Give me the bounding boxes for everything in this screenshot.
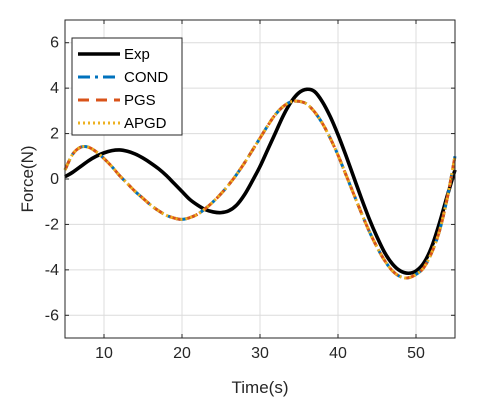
legend-label-cond: COND [124,69,168,86]
x-tick-label: 30 [251,345,269,362]
x-tick-label: 20 [173,345,191,362]
y-tick-label: 2 [50,126,59,143]
y-tick-label: 0 [50,171,59,188]
legend-label-apgd: APGD [124,115,167,132]
x-tick-label: 50 [407,345,425,362]
y-tick-label: -2 [45,216,59,233]
legend-label-pgs: PGS [124,92,156,109]
y-tick-label: 6 [50,35,59,52]
x-tick-label: 10 [95,345,113,362]
legend-label-exp: Exp [124,46,150,63]
x-axis-label: Time(s) [232,378,289,397]
y-tick-label: -4 [45,262,59,279]
x-tick-label: 40 [329,345,347,362]
y-axis-label: Force(N) [18,145,37,212]
y-tick-label: -6 [45,307,59,324]
y-tick-label: 4 [50,80,59,97]
legend: Exp COND PGS APGD [72,38,182,135]
